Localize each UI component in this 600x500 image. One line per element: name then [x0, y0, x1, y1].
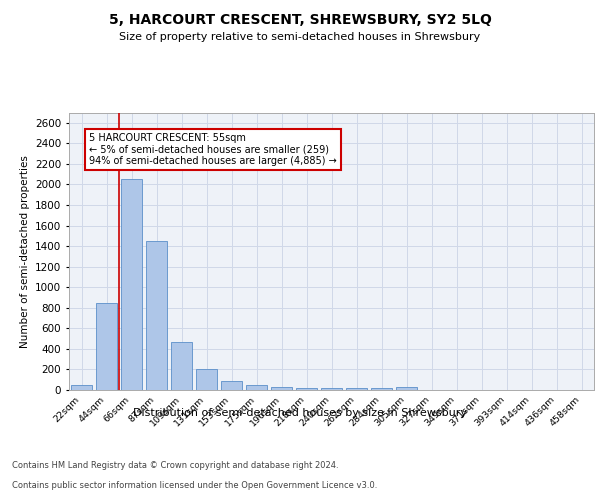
- Bar: [71, 386, 92, 390]
- Text: 5, HARCOURT CRESCENT, SHREWSBURY, SY2 5LQ: 5, HARCOURT CRESCENT, SHREWSBURY, SY2 5L…: [109, 12, 491, 26]
- Text: Contains HM Land Registry data © Crown copyright and database right 2024.: Contains HM Land Registry data © Crown c…: [12, 461, 338, 470]
- Text: Distribution of semi-detached houses by size in Shrewsbury: Distribution of semi-detached houses by …: [133, 408, 467, 418]
- Text: Contains public sector information licensed under the Open Government Licence v3: Contains public sector information licen…: [12, 481, 377, 490]
- Bar: [396, 388, 417, 390]
- Y-axis label: Number of semi-detached properties: Number of semi-detached properties: [20, 155, 29, 348]
- Bar: [96, 303, 117, 390]
- Bar: [121, 180, 142, 390]
- Bar: [146, 241, 167, 390]
- Bar: [321, 388, 342, 390]
- Bar: [221, 381, 242, 390]
- Text: Size of property relative to semi-detached houses in Shrewsbury: Size of property relative to semi-detach…: [119, 32, 481, 42]
- Bar: [296, 388, 317, 390]
- Bar: [271, 387, 292, 390]
- Bar: [346, 388, 367, 390]
- Bar: [371, 388, 392, 390]
- Bar: [246, 386, 267, 390]
- Bar: [171, 342, 192, 390]
- Text: 5 HARCOURT CRESCENT: 55sqm
← 5% of semi-detached houses are smaller (259)
94% of: 5 HARCOURT CRESCENT: 55sqm ← 5% of semi-…: [89, 133, 337, 166]
- Bar: [196, 370, 217, 390]
